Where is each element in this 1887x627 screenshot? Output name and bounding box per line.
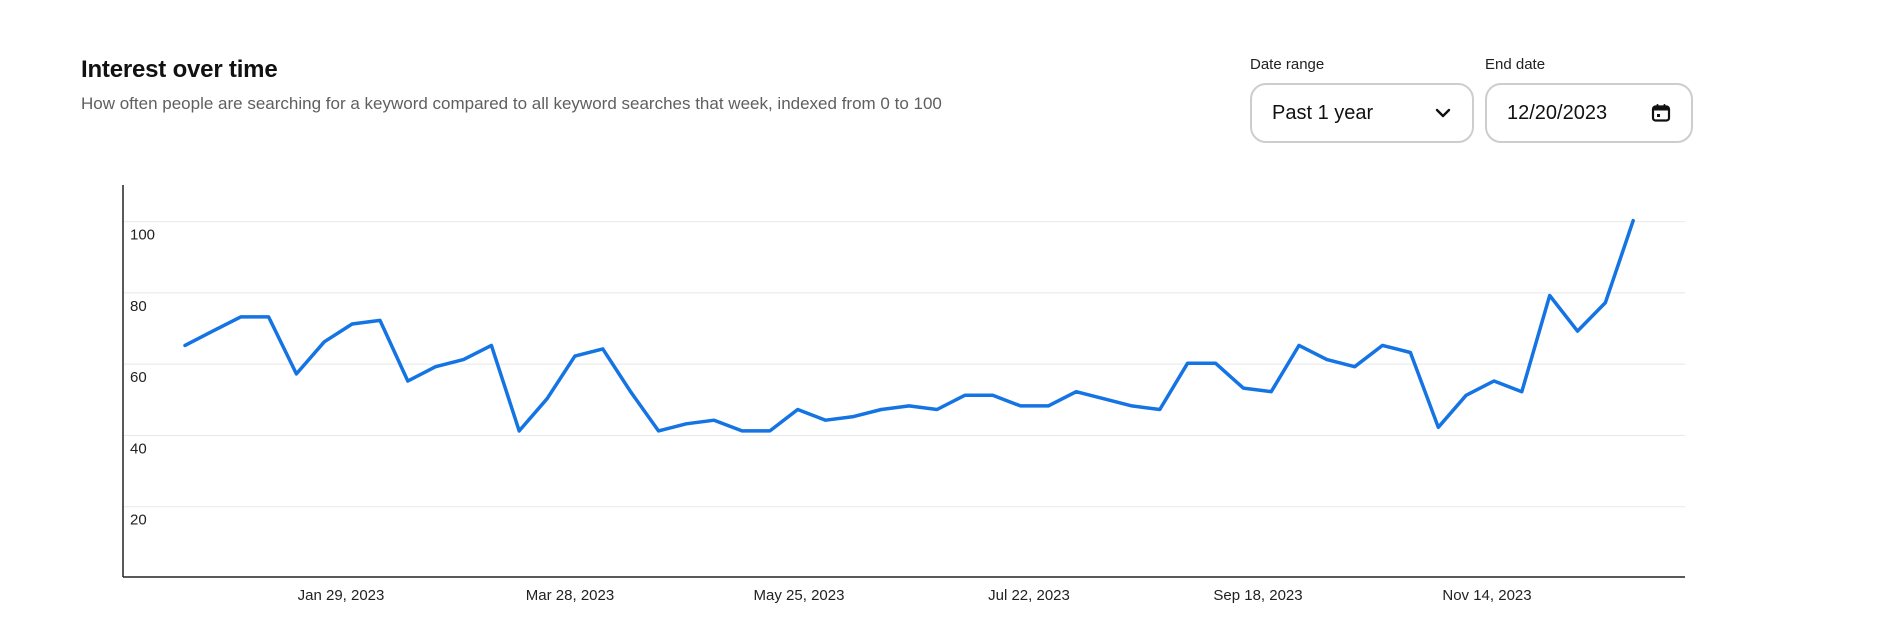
y-tick-label: 60 [130, 369, 147, 386]
y-tick-label: 20 [130, 512, 147, 529]
x-tick-label: Nov 14, 2023 [1442, 587, 1531, 604]
end-date-value: 12/20/2023 [1507, 101, 1608, 124]
date-range-value: Past 1 year [1272, 101, 1374, 124]
x-tick-label: Sep 18, 2023 [1213, 587, 1302, 604]
end-date-control: End date 12/20/2023 [1485, 56, 1693, 143]
x-tick-label: May 25, 2023 [754, 587, 845, 604]
date-range-label: Date range [1250, 56, 1325, 73]
chevron-down-icon [1434, 104, 1452, 122]
y-tick-label: 40 [130, 440, 147, 457]
end-date-label: End date [1485, 56, 1546, 73]
y-tick-label: 80 [130, 298, 147, 315]
calendar-icon[interactable] [1651, 103, 1671, 123]
x-tick-label: Mar 28, 2023 [526, 587, 614, 604]
x-tick-label: Jul 22, 2023 [988, 587, 1070, 604]
chart-title: Interest over time [81, 56, 278, 83]
x-tick-label: Jan 29, 2023 [298, 587, 385, 604]
y-tick-label: 100 [130, 227, 155, 244]
date-range-control: Date range Past 1 year [1250, 56, 1474, 143]
chart-header: Interest over time How often people are … [81, 56, 942, 114]
date-range-select[interactable]: Past 1 year [1250, 83, 1474, 143]
series-line [183, 218, 1635, 433]
chart-subtitle: How often people are searching for a key… [81, 94, 942, 113]
end-date-input[interactable]: 12/20/2023 [1485, 83, 1693, 143]
